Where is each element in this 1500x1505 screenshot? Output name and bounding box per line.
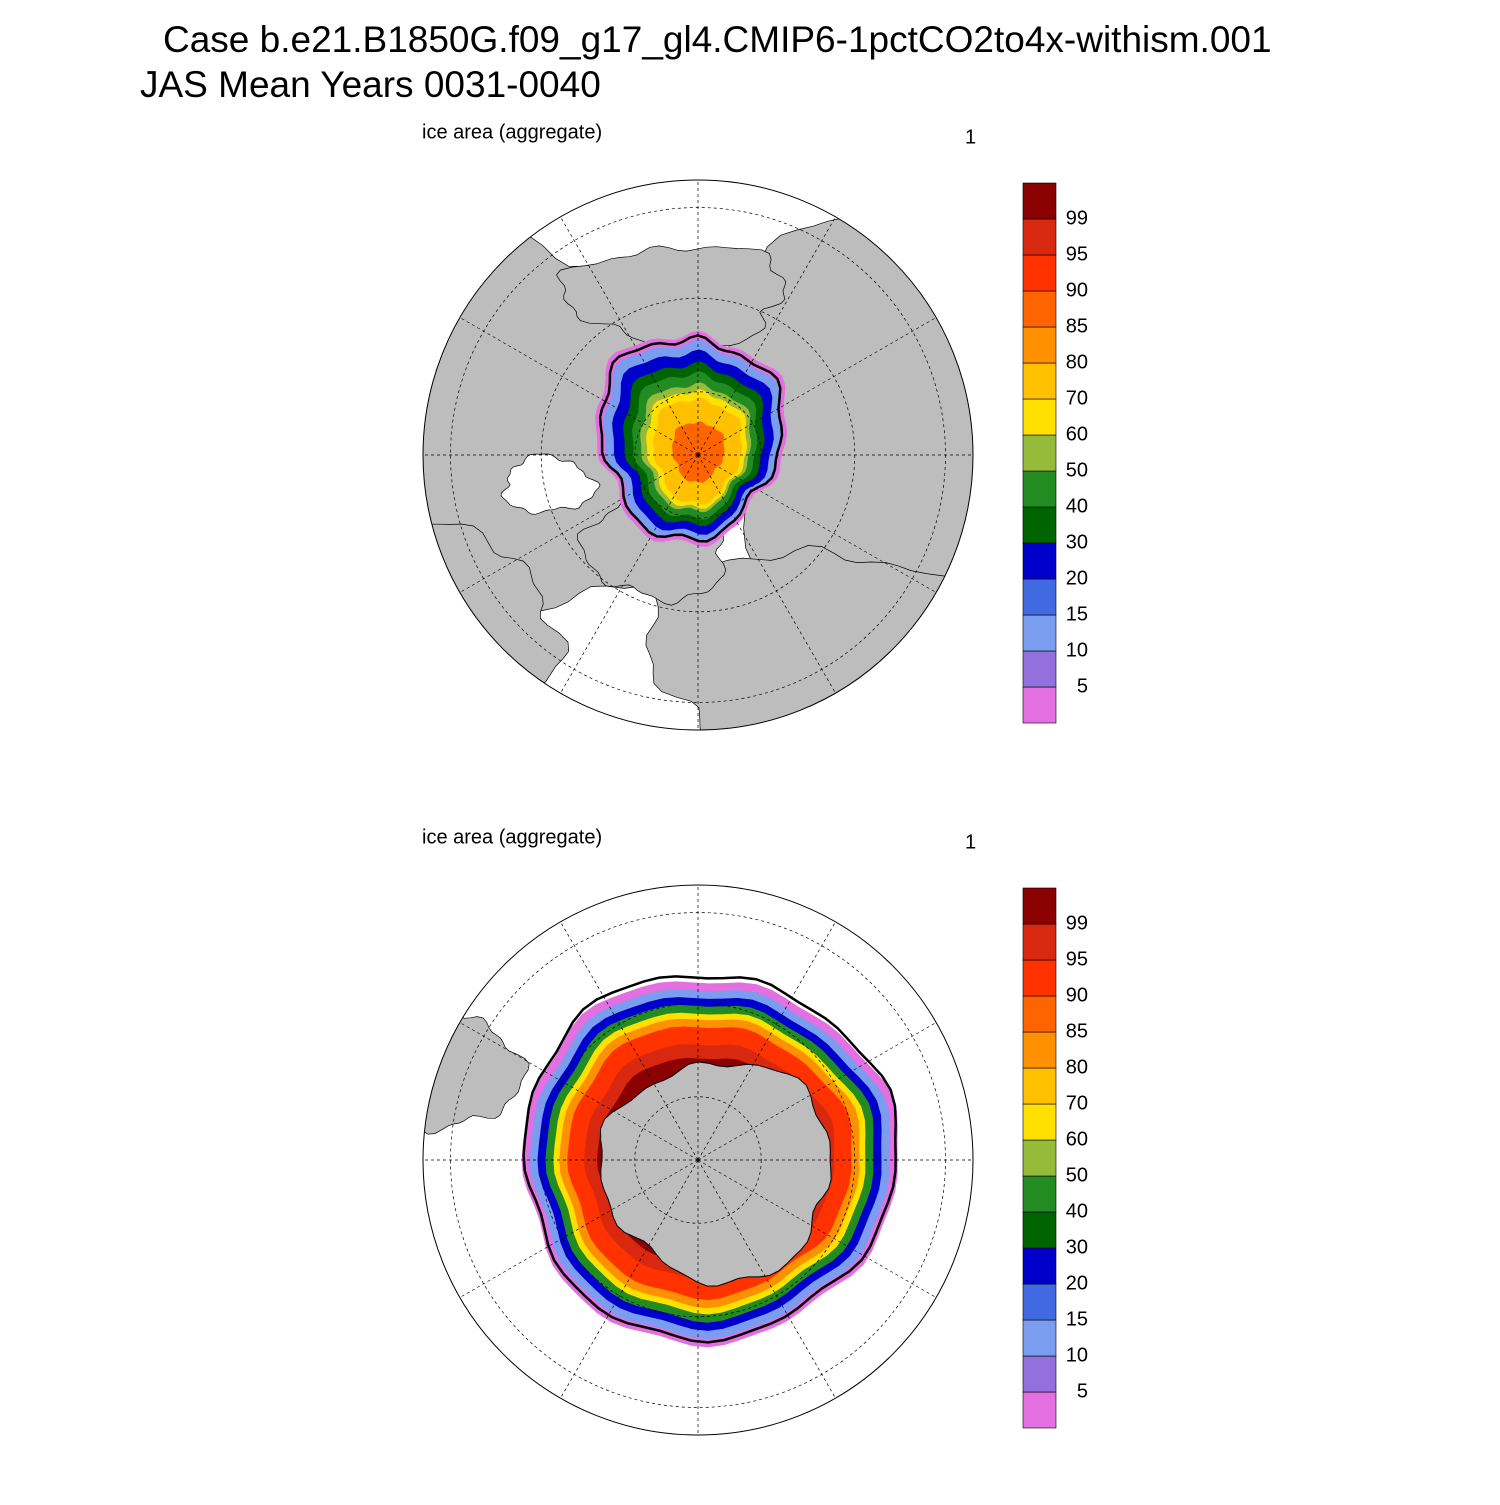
colorbar-label: 50 xyxy=(1066,459,1088,481)
colorbar-box xyxy=(1022,398,1057,436)
colorbar-box xyxy=(1022,1103,1057,1141)
colorbar-label: 10 xyxy=(1066,639,1088,661)
colorbar-box xyxy=(1022,887,1057,925)
graticule xyxy=(459,1022,699,1161)
colorbar-label: 15 xyxy=(1066,1308,1088,1330)
colorbar-label: 20 xyxy=(1066,1272,1088,1294)
colorbar-label: 60 xyxy=(1066,1128,1088,1150)
colorbar-box xyxy=(1022,650,1057,688)
colorbar-label: 5 xyxy=(1077,675,1088,697)
graticule xyxy=(697,1022,937,1161)
colorbar-box xyxy=(1022,1283,1057,1321)
colorbar-box xyxy=(1022,542,1057,580)
land xyxy=(599,1061,832,1287)
colorbar-box xyxy=(1022,362,1057,400)
colorbar-box xyxy=(1022,434,1057,472)
colorbar-label: 50 xyxy=(1066,1164,1088,1186)
colorbar-box xyxy=(1022,1139,1057,1177)
land xyxy=(556,245,787,352)
colorbar-label: 85 xyxy=(1066,315,1088,337)
graticule xyxy=(459,1159,699,1298)
colorbar-label: 60 xyxy=(1066,423,1088,445)
graticule xyxy=(697,454,937,593)
colorbar-box xyxy=(1022,686,1057,724)
map-body xyxy=(423,885,973,1435)
colorbar-box xyxy=(1022,614,1057,652)
colorbar-label: 40 xyxy=(1066,495,1088,517)
map-border xyxy=(422,884,974,1436)
graticule xyxy=(697,1159,836,1399)
colorbar-label: 10 xyxy=(1066,1344,1088,1366)
colorbar-label: 40 xyxy=(1066,1200,1088,1222)
colorbar-label: 95 xyxy=(1066,243,1088,265)
colorbar-label: 90 xyxy=(1066,279,1088,301)
colorbar-box xyxy=(1022,995,1057,1033)
colorbar-box xyxy=(1022,1247,1057,1285)
graticule xyxy=(560,216,699,456)
colorbar-box xyxy=(1022,1355,1057,1393)
colorbar-box xyxy=(1022,1067,1057,1105)
colorbar-box xyxy=(1022,1031,1057,1069)
graticule xyxy=(697,1159,937,1298)
colorbar-box xyxy=(1022,218,1057,256)
colorbar-box xyxy=(1022,470,1057,508)
title-line: Case b.e21.B1850G.f09_g17_gl4.CMIP6-1pct… xyxy=(163,19,1272,60)
colorbar-box xyxy=(1022,326,1057,364)
colorbar-label: 95 xyxy=(1066,948,1088,970)
colorbar-box xyxy=(1022,506,1057,544)
colorbar-box xyxy=(1022,923,1057,961)
map xyxy=(422,884,974,1436)
map xyxy=(422,179,974,731)
panel-label: ice area (aggregate) xyxy=(422,121,602,143)
colorbar-box xyxy=(1022,1319,1057,1357)
graticule xyxy=(459,317,699,456)
colorbar-box xyxy=(1022,959,1057,997)
map-body xyxy=(423,180,973,730)
graticule xyxy=(560,921,699,1161)
panel-label: 1 xyxy=(965,126,976,148)
graticule xyxy=(697,454,836,694)
graticule xyxy=(697,317,937,456)
graticule xyxy=(560,454,699,694)
colorbar-box xyxy=(1022,1391,1057,1429)
colorbar-label: 30 xyxy=(1066,531,1088,553)
colorbar-label: 30 xyxy=(1066,1236,1088,1258)
colorbar-label: 15 xyxy=(1066,603,1088,625)
colorbar-label: 80 xyxy=(1066,1056,1088,1078)
graticule xyxy=(634,1096,762,1224)
colorbar-label: 85 xyxy=(1066,1020,1088,1042)
graticule xyxy=(459,454,699,593)
colorbar-label: 70 xyxy=(1066,1092,1088,1114)
colorbar-label: 99 xyxy=(1066,912,1088,934)
colorbar-label: 20 xyxy=(1066,567,1088,589)
title-line: JAS Mean Years 0031-0040 xyxy=(140,64,601,105)
colorbar-box xyxy=(1022,1211,1057,1249)
panel-label: ice area (aggregate) xyxy=(422,826,602,848)
colorbar-box xyxy=(1022,290,1057,328)
panel-label: 1 xyxy=(965,831,976,853)
colorbar-label: 70 xyxy=(1066,387,1088,409)
land xyxy=(423,1004,530,1135)
colorbar-box xyxy=(1022,182,1057,220)
graticule xyxy=(697,921,836,1161)
map-border xyxy=(422,179,974,731)
colorbar-label: 90 xyxy=(1066,984,1088,1006)
colorbar-label: 5 xyxy=(1077,1380,1088,1402)
ocean xyxy=(500,453,601,515)
colorbar-box xyxy=(1022,1175,1057,1213)
graticule xyxy=(697,216,836,456)
graticule xyxy=(560,1159,699,1399)
ice-edge xyxy=(598,334,784,543)
graticule xyxy=(634,391,762,519)
colorbar-box xyxy=(1022,578,1057,616)
colorbar-box xyxy=(1022,254,1057,292)
ice-edge xyxy=(522,975,897,1344)
colorbar-label: 80 xyxy=(1066,351,1088,373)
colorbar-label: 99 xyxy=(1066,207,1088,229)
